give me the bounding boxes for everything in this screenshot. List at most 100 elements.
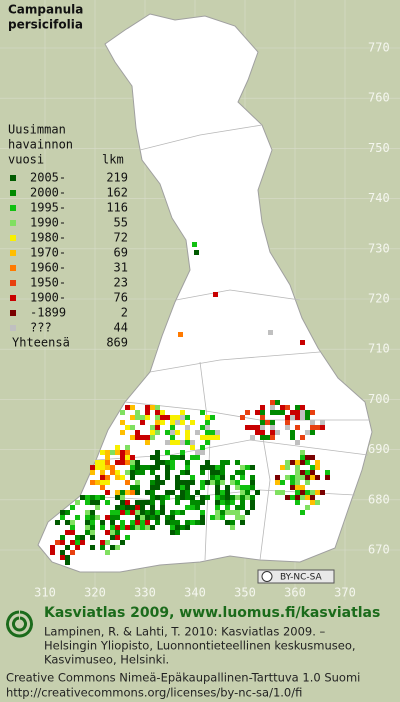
observation-square [285, 425, 290, 430]
legend-count: 23 [114, 276, 128, 290]
observation-square [295, 460, 300, 465]
observation-square [270, 435, 275, 440]
legend-label: 2000- [30, 186, 66, 200]
observation-square [320, 490, 325, 495]
observation-square [235, 470, 240, 475]
observation-square [80, 540, 85, 545]
observation-square [310, 475, 315, 480]
observation-square [180, 440, 185, 445]
observation-square [305, 430, 310, 435]
legend-swatch [10, 250, 16, 256]
observation-square [95, 505, 100, 510]
observation-square [245, 465, 250, 470]
observation-square [215, 475, 220, 480]
observation-square [120, 420, 125, 425]
observation-square [145, 440, 150, 445]
observation-square [90, 520, 95, 525]
northing-label: 700 [368, 392, 390, 406]
legend-count: 219 [106, 171, 128, 185]
observation-square [65, 545, 70, 550]
observation-square [150, 470, 155, 475]
observation-square [100, 475, 105, 480]
observation-square [115, 525, 120, 530]
observation-square [185, 460, 190, 465]
observation-square [280, 465, 285, 470]
observation-square [155, 475, 160, 480]
observation-square [275, 475, 280, 480]
observation-square [55, 540, 60, 545]
observation-square [105, 550, 110, 555]
observation-square [210, 435, 215, 440]
observation-square [250, 425, 255, 430]
observation-square [85, 525, 90, 530]
observation-square [165, 460, 170, 465]
observation-square [60, 550, 65, 555]
grid-labels: 770 760 750 740 730 720 710 700 690 680 670 310 320 3… [34, 41, 390, 600]
observation-square [90, 545, 95, 550]
citation: Kasvimuseo, Helsinki. [44, 653, 169, 667]
observation-square [110, 535, 115, 540]
legend-swatch [10, 220, 16, 226]
observation-square [130, 470, 135, 475]
observation-square [215, 485, 220, 490]
observation-square [195, 490, 200, 495]
observation-square [290, 485, 295, 490]
observation-square [95, 480, 100, 485]
observation-square [215, 495, 220, 500]
observation-square [115, 460, 120, 465]
observation-square [105, 530, 110, 535]
observation-square [315, 500, 320, 505]
observation-square [235, 510, 240, 515]
observation-square [150, 490, 155, 495]
observation-square [265, 435, 270, 440]
legend-count: 31 [114, 261, 128, 275]
observation-square [155, 460, 160, 465]
observation-square [140, 525, 145, 530]
observation-square [290, 410, 295, 415]
observation-square [105, 465, 110, 470]
observation-square [180, 510, 185, 515]
observation-square [110, 515, 115, 520]
observation-square [220, 470, 225, 475]
observation-square [60, 515, 65, 520]
observation-square [85, 495, 90, 500]
observation-square [180, 490, 185, 495]
observation-square [155, 520, 160, 525]
observation-square [130, 510, 135, 515]
legend-swatch [10, 205, 16, 211]
observation-square [235, 480, 240, 485]
observation-square [185, 430, 190, 435]
observation-square [75, 545, 80, 550]
observation-square [285, 495, 290, 500]
legend-count: 76 [114, 291, 128, 305]
observation-square [105, 490, 110, 495]
observation-square [215, 435, 220, 440]
observation-square [140, 420, 145, 425]
observation-square [325, 475, 330, 480]
observation-square [145, 465, 150, 470]
observation-square [270, 400, 275, 405]
observation-square [230, 525, 235, 530]
observation-square [165, 470, 170, 475]
observation-square [260, 415, 265, 420]
observation-square [270, 420, 275, 425]
observation-square [70, 525, 75, 530]
observation-square [170, 510, 175, 515]
observation-square [145, 410, 150, 415]
observation-square [280, 480, 285, 485]
observation-square [150, 480, 155, 485]
observation-square [200, 500, 205, 505]
observation-square [190, 420, 195, 425]
observation-square [125, 490, 130, 495]
footer-title: Kasviatlas 2009, www.luomus.fi/kasviatla… [44, 605, 380, 621]
observation-square [125, 535, 130, 540]
observation-square [245, 485, 250, 490]
observation-square [220, 495, 225, 500]
observation-square [105, 475, 110, 480]
observation-square [100, 470, 105, 475]
observation-square [85, 530, 90, 535]
easting-label: 340 [184, 586, 206, 600]
observation-square [180, 525, 185, 530]
observation-square [175, 525, 180, 530]
observation-square [120, 520, 125, 525]
